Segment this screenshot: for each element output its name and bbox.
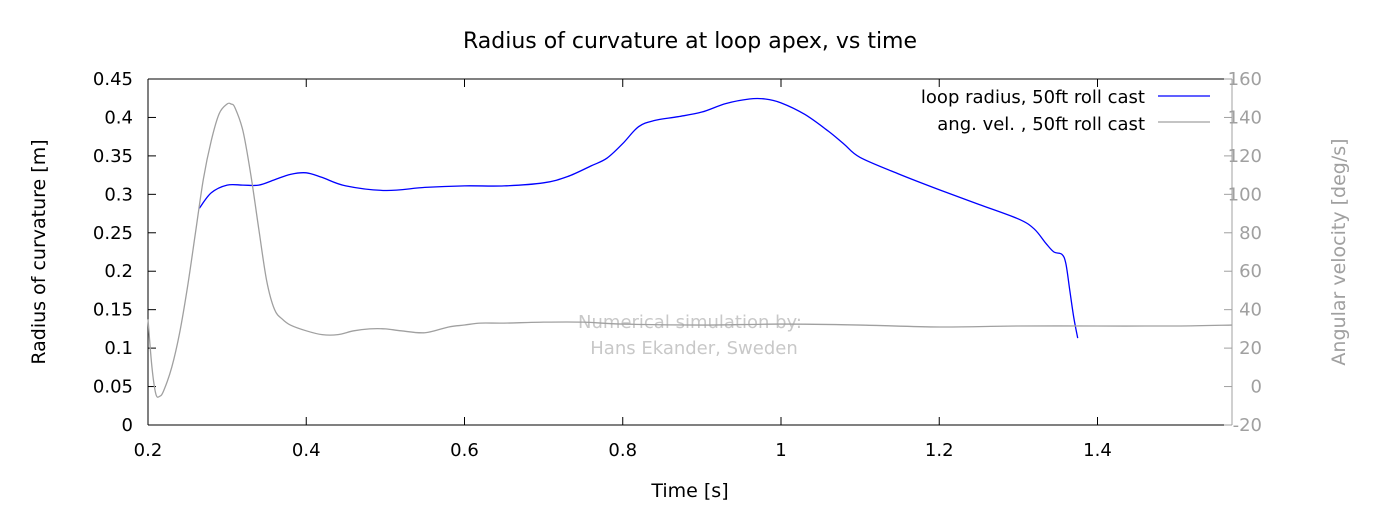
y-tick-label: 0.1 bbox=[104, 338, 133, 359]
y2-tick-label: 120 bbox=[1228, 146, 1262, 167]
y2-axis-label: Angular velocity [deg/s] bbox=[1328, 138, 1350, 365]
watermark-annotation: Numerical simulation by: Hans Ekander, S… bbox=[578, 312, 802, 359]
annotation-line-1: Numerical simulation by: bbox=[578, 312, 802, 333]
x-tick-label: 0.6 bbox=[450, 440, 479, 461]
x-tick-label: 0.4 bbox=[292, 440, 321, 461]
legend-label-angvel: ang. vel. , 50ft roll cast bbox=[937, 114, 1145, 135]
y-axis-label: Radius of curvature [m] bbox=[28, 139, 50, 364]
x-tick-label: 0.8 bbox=[608, 440, 637, 461]
y2-tick-label: 0 bbox=[1251, 377, 1262, 398]
series-line-ang-vel bbox=[147, 102, 1233, 398]
y-tick-label: 0.45 bbox=[93, 69, 133, 90]
series-line-loop-radius bbox=[198, 97, 1079, 339]
y2-tick-label: 20 bbox=[1239, 338, 1262, 359]
x-tick-label: 1.4 bbox=[1083, 440, 1112, 461]
plot-axes bbox=[147, 78, 1233, 426]
series-lines bbox=[147, 97, 1233, 398]
y-tick-label: 0.25 bbox=[93, 223, 133, 244]
y-tick-label: 0 bbox=[122, 415, 133, 436]
x-axis-label: Time [s] bbox=[650, 480, 728, 502]
y2-tick-label: 60 bbox=[1239, 261, 1262, 282]
y-tick-label: 0.05 bbox=[93, 377, 133, 398]
y2-tick-label: 160 bbox=[1228, 69, 1262, 90]
legend-label-radius: loop radius, 50ft roll cast bbox=[921, 87, 1145, 108]
y2-tick-label: 140 bbox=[1228, 107, 1262, 128]
y-tick-label: 0.4 bbox=[104, 107, 133, 128]
y-tick-label: 0.35 bbox=[93, 146, 133, 167]
y2-tick-label: 100 bbox=[1228, 184, 1262, 205]
y2-tick-label: 40 bbox=[1239, 300, 1262, 321]
y-tick-label: 0.2 bbox=[104, 261, 133, 282]
y-tick-label: 0.3 bbox=[104, 184, 133, 205]
tick-labels: 0.2 0.4 0.6 0.8 1 1.2 1.4 0 0.05 0.1 0.15 0.2 0.25 0.… bbox=[93, 69, 1262, 461]
legend: loop radius, 50ft roll cast ang. vel. , … bbox=[921, 87, 1210, 135]
x-tick-label: 1.2 bbox=[925, 440, 954, 461]
y2-tick-label: 80 bbox=[1239, 223, 1262, 244]
chart-title: Radius of curvature at loop apex, vs tim… bbox=[463, 29, 917, 54]
y2-tick-label: -20 bbox=[1233, 415, 1262, 436]
x-tick-label: 0.2 bbox=[134, 440, 163, 461]
y-tick-label: 0.15 bbox=[93, 300, 133, 321]
annotation-line-2: Hans Ekander, Sweden bbox=[590, 338, 797, 359]
x-tick-label: 1 bbox=[775, 440, 786, 461]
